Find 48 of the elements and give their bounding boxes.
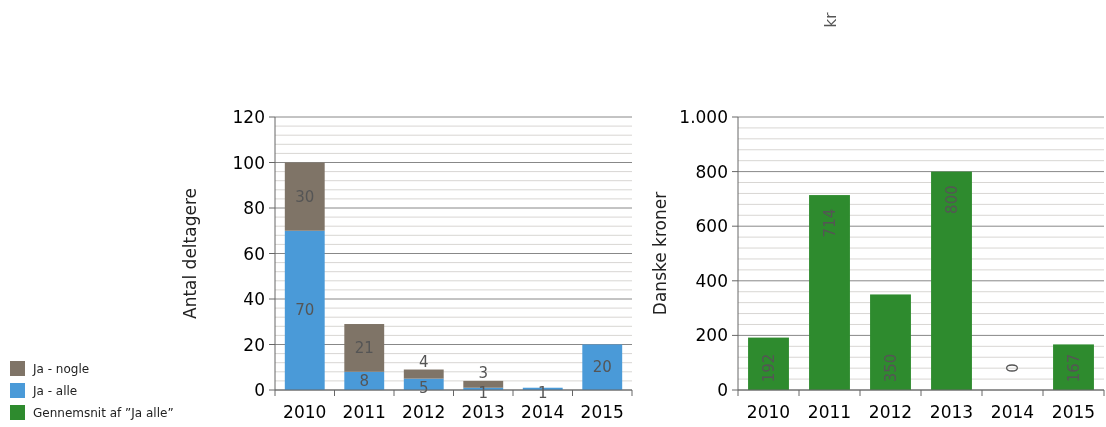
- x-tick-label: 2010: [283, 402, 327, 422]
- bar: [344, 324, 385, 372]
- x-tick-label: 2011: [807, 402, 852, 422]
- bar: [1053, 344, 1094, 390]
- bar: [463, 380, 504, 388]
- y-tick-label: 100: [232, 152, 265, 173]
- x-tick-label: 2012: [868, 402, 913, 422]
- y-tick-label: 1.000: [679, 107, 728, 127]
- y-axis-title: Danske kroner: [650, 191, 670, 316]
- data-label: 8: [359, 371, 370, 390]
- bar: [809, 195, 850, 390]
- data-label: 0: [1003, 363, 1022, 373]
- x-tick-label: 2011: [342, 402, 386, 422]
- x-tick-label: 2014: [521, 402, 565, 422]
- y-tick-label: 800: [695, 161, 728, 182]
- x-tick-label: 2013: [461, 402, 505, 422]
- bar: [748, 337, 789, 390]
- bar: [582, 344, 623, 390]
- chart-title: kr: [822, 11, 840, 28]
- x-tick-label: 2015: [580, 402, 624, 422]
- x-tick-label: 2013: [929, 402, 974, 422]
- bar: [284, 162, 325, 231]
- y-tick-label: 600: [695, 216, 728, 237]
- y-tick-label: 0: [717, 380, 728, 400]
- legend-label: Ja - alle: [32, 384, 78, 398]
- y-tick-label: 80: [243, 198, 265, 218]
- bar: [870, 294, 911, 390]
- y-tick-label: 40: [243, 289, 265, 309]
- bar: [284, 230, 325, 390]
- y-tick-label: 20: [243, 334, 265, 355]
- legend-label: Ja - nogle: [32, 362, 90, 376]
- y-axis-title: Antal deltagere: [180, 188, 200, 319]
- data-label: 70: [295, 301, 315, 320]
- y-tick-label: 400: [695, 270, 728, 291]
- y-tick-label: 0: [254, 380, 265, 400]
- x-tick-label: 2010: [746, 402, 791, 422]
- bar: [931, 171, 972, 390]
- y-tick-label: 60: [243, 243, 265, 264]
- x-tick-label: 2015: [1051, 402, 1096, 422]
- y-tick-label: 200: [695, 325, 728, 346]
- legend-label: Gennemsnit af ”Ja alle”: [33, 406, 174, 420]
- bar: [403, 369, 444, 379]
- y-tick-label: 120: [232, 107, 265, 127]
- data-label: 4: [418, 352, 429, 371]
- data-label: 3: [478, 363, 489, 382]
- data-label: 20: [592, 358, 612, 377]
- x-tick-label: 2014: [990, 402, 1035, 422]
- x-tick-label: 2012: [402, 402, 446, 422]
